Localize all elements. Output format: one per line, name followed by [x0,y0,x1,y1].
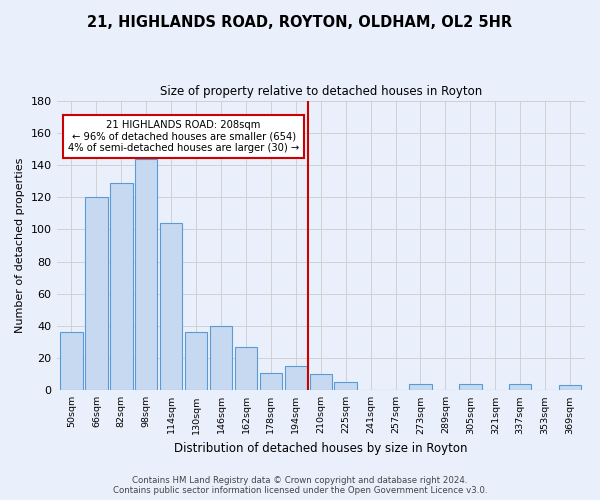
Bar [509,384,532,390]
X-axis label: Distribution of detached houses by size in Royton: Distribution of detached houses by size … [174,442,467,455]
Bar [559,386,581,390]
Bar [409,384,431,390]
Bar [235,347,257,391]
Bar [135,158,157,390]
Bar [85,197,107,390]
Bar [334,382,357,390]
Bar [185,332,208,390]
Bar [160,223,182,390]
Bar [284,366,307,390]
Title: Size of property relative to detached houses in Royton: Size of property relative to detached ho… [160,85,482,98]
Text: Contains HM Land Registry data © Crown copyright and database right 2024.
Contai: Contains HM Land Registry data © Crown c… [113,476,487,495]
Text: 21, HIGHLANDS ROAD, ROYTON, OLDHAM, OL2 5HR: 21, HIGHLANDS ROAD, ROYTON, OLDHAM, OL2 … [88,15,512,30]
Bar [260,372,282,390]
Bar [210,326,232,390]
Bar [310,374,332,390]
Bar [60,332,83,390]
Bar [459,384,482,390]
Y-axis label: Number of detached properties: Number of detached properties [15,158,25,333]
Text: 21 HIGHLANDS ROAD: 208sqm
← 96% of detached houses are smaller (654)
4% of semi-: 21 HIGHLANDS ROAD: 208sqm ← 96% of detac… [68,120,299,153]
Bar [110,182,133,390]
